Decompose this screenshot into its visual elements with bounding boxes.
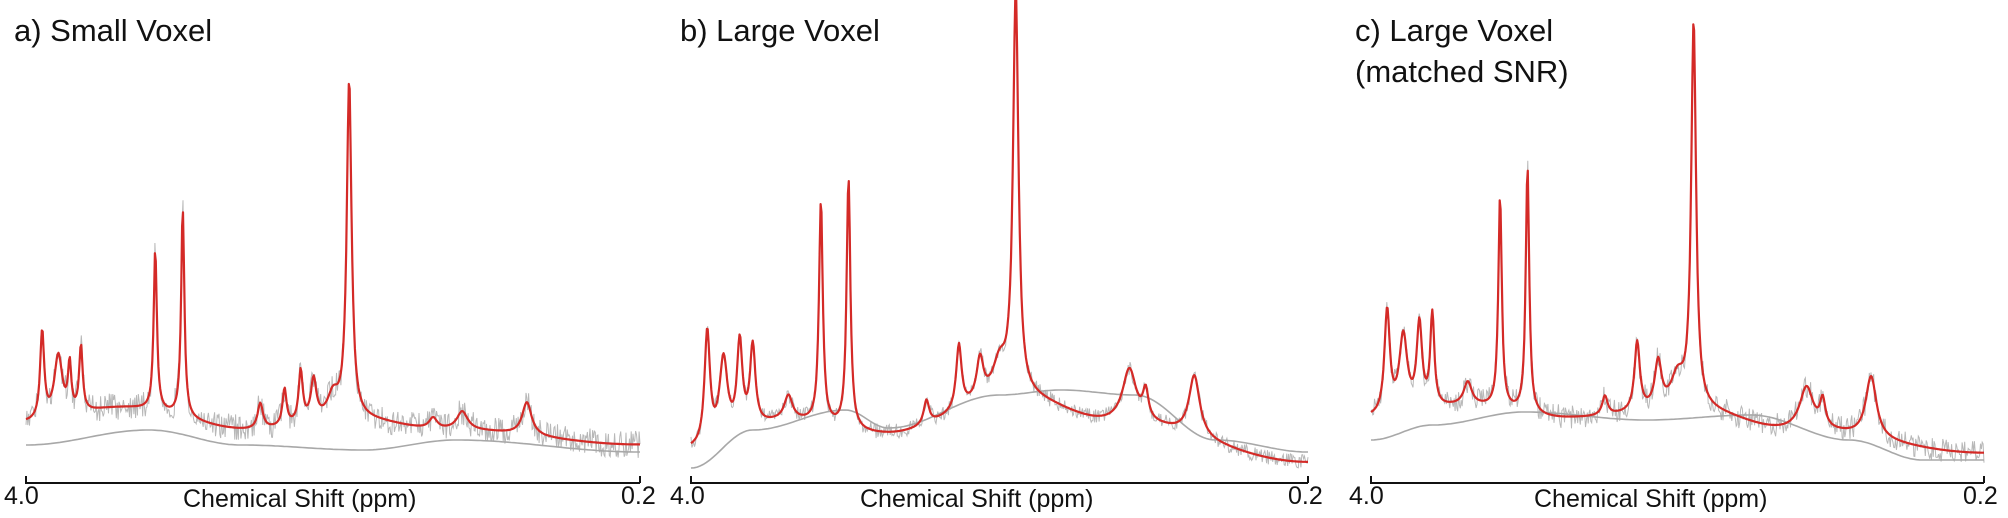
panel-b-tick-label-left: 4.0 <box>670 482 705 510</box>
panel-c-tick-label-left: 4.0 <box>1349 482 1384 510</box>
panel-a-x-axis-label: Chemical Shift (ppm) <box>183 485 416 513</box>
panel-b-title: b) Large Voxel <box>680 13 880 48</box>
panel-c-title-line-2: (matched SNR) <box>1355 54 1569 89</box>
fit-spectrum-line <box>25 82 641 446</box>
panel-c-title-line-1: c) Large Voxel <box>1355 13 1553 48</box>
panel-c: c) Large Voxel (matched SNR) 4.0 0.2 Che… <box>1349 13 1998 513</box>
panel-b-plot <box>690 0 1309 469</box>
panel-c-tick-label-right: 0.2 <box>1963 482 1998 510</box>
panel-c-plot <box>1370 23 1985 463</box>
fit-spectrum-line <box>1370 23 1985 454</box>
baseline-curve <box>26 429 640 453</box>
panel-a-tick-label-right: 0.2 <box>621 482 656 510</box>
panel-a-title: a) Small Voxel <box>14 13 212 48</box>
panel-a-tick-label-left: 4.0 <box>4 482 39 510</box>
panel-b-tick-label-right: 0.2 <box>1288 482 1323 510</box>
panel-c-x-axis-label: Chemical Shift (ppm) <box>1534 485 1767 513</box>
raw-spectrum-line <box>690 0 1309 469</box>
baseline-curve <box>1370 411 1984 461</box>
panel-a-plot <box>25 82 641 459</box>
raw-spectrum-line <box>25 82 641 459</box>
fit-spectrum-line <box>690 0 1309 463</box>
panel-a: a) Small Voxel 4.0 0.2 Chemical Shift (p… <box>4 13 656 513</box>
baseline-curve <box>690 389 1308 469</box>
panel-b-x-axis-label: Chemical Shift (ppm) <box>860 485 1093 513</box>
panel-b: b) Large Voxel 4.0 0.2 Chemical Shift (p… <box>670 0 1323 513</box>
raw-spectrum-line <box>1370 25 1985 463</box>
